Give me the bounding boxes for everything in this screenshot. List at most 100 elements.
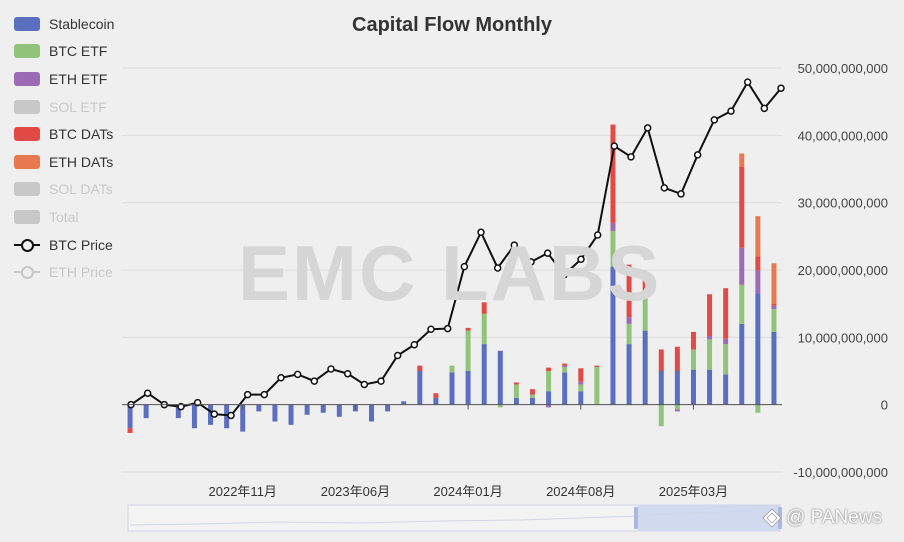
x-tick-label: 2025年03月 bbox=[659, 484, 728, 499]
btc-price-point bbox=[227, 411, 235, 420]
zoom-selection[interactable] bbox=[638, 505, 780, 531]
bar-stablecoin bbox=[401, 401, 407, 405]
x-tick-label: 2022年11月 bbox=[209, 484, 277, 499]
bar-btc-dats bbox=[723, 288, 729, 339]
bar-eth-etf bbox=[755, 270, 761, 294]
bar-btc-dats bbox=[707, 294, 713, 336]
btc-price-point bbox=[577, 255, 585, 263]
bar-btc-dats bbox=[417, 365, 423, 371]
legend-swatch bbox=[14, 127, 40, 142]
btc-price-point bbox=[760, 104, 769, 113]
y-tick-label: 50,000,000,000 bbox=[798, 61, 888, 76]
legend-swatch bbox=[14, 71, 40, 86]
btc-price-point bbox=[777, 84, 785, 92]
legend-item-sol-etf[interactable]: SOL ETF bbox=[14, 93, 154, 121]
bar-stablecoin bbox=[707, 369, 713, 405]
bar-stablecoin bbox=[433, 397, 439, 405]
bar-btc-etf bbox=[658, 404, 664, 427]
legend-label: BTC ETF bbox=[49, 43, 108, 60]
btc-price-point bbox=[427, 325, 435, 334]
bar-eth-etf bbox=[546, 404, 552, 408]
bar-stablecoin bbox=[191, 404, 197, 429]
x-tick-label: 2024年01月 bbox=[433, 484, 502, 499]
legend-item-eth-dats[interactable]: ETH DATs bbox=[14, 148, 154, 176]
btc-price-point bbox=[560, 270, 569, 279]
bar-btc-etf bbox=[723, 344, 729, 375]
legend-label: SOL ETF bbox=[49, 98, 107, 115]
bar-btc-etf bbox=[674, 404, 680, 410]
bar-stablecoin bbox=[739, 323, 745, 405]
bar-btc-dats bbox=[465, 327, 471, 331]
btc-price-point bbox=[310, 377, 319, 385]
bar-btc-dats bbox=[642, 275, 648, 294]
bar-btc-dats bbox=[529, 389, 535, 395]
y-tick-label: 30,000,000,000 bbox=[798, 196, 888, 211]
bar-btc-etf bbox=[546, 371, 552, 392]
bar-btc-etf bbox=[481, 313, 487, 345]
legend: Stablecoin BTC ETF ETH ETF SOL ETF BTC DATs E… bbox=[14, 10, 154, 286]
bar-btc-etf bbox=[626, 323, 632, 345]
y-axis: 50,000,000,000 40,000,000,000 30,000,000,0… bbox=[793, 61, 888, 480]
btc-price-point bbox=[460, 262, 469, 271]
btc-price-point bbox=[343, 369, 352, 378]
btc-price-point bbox=[643, 124, 652, 132]
bar-btc-etf bbox=[690, 349, 696, 370]
bar-eth-etf bbox=[674, 409, 680, 412]
data-zoom-slider[interactable] bbox=[127, 504, 782, 532]
btc-price-point bbox=[393, 351, 402, 360]
btc-price-point bbox=[360, 380, 369, 389]
legend-item-btc-price[interactable]: BTC Price bbox=[14, 231, 154, 259]
bar-btc-etf bbox=[578, 384, 584, 392]
legend-label: ETH DATs bbox=[49, 153, 114, 170]
btc-price-point bbox=[527, 258, 535, 266]
btc-price-point bbox=[727, 107, 735, 115]
legend-swatch bbox=[14, 16, 40, 31]
y-tick-label: 40,000,000,000 bbox=[798, 128, 888, 143]
btc-price-point bbox=[243, 390, 252, 399]
bar-stablecoin bbox=[610, 266, 616, 405]
legend-swatch bbox=[14, 182, 40, 197]
legend-item-total[interactable]: Total bbox=[14, 203, 154, 231]
bar-stablecoin bbox=[723, 374, 729, 405]
bar-stablecoin bbox=[497, 350, 503, 405]
y-tick-label: 0 bbox=[881, 398, 888, 413]
bar-btc-etf bbox=[610, 230, 616, 267]
btc-price-point bbox=[693, 151, 702, 159]
btc-price-point bbox=[193, 398, 202, 407]
legend-item-eth-etf[interactable]: ETH ETF bbox=[14, 65, 154, 93]
btc-price-point bbox=[660, 184, 669, 192]
bar-btc-etf bbox=[497, 404, 503, 408]
x-tick-label: 2024年08月 bbox=[546, 484, 615, 499]
bar-stablecoin bbox=[449, 372, 455, 405]
legend-label: ETH ETF bbox=[49, 70, 108, 87]
bar-btc-dats bbox=[481, 302, 487, 314]
bar-eth-etf bbox=[578, 381, 584, 385]
btc-price-point bbox=[143, 389, 152, 397]
btc-price-point bbox=[593, 231, 602, 239]
bar-stablecoin bbox=[143, 404, 149, 419]
legend-item-btc-dats[interactable]: BTC DATs bbox=[14, 120, 154, 148]
bar-stablecoin bbox=[481, 344, 487, 405]
bar-btc-dats bbox=[755, 256, 761, 270]
bar-btc-etf bbox=[642, 296, 648, 331]
legend-item-btc-etf[interactable]: BTC ETF bbox=[14, 38, 154, 66]
x-tick-label: 2023年06月 bbox=[321, 484, 390, 499]
panews-logo-icon bbox=[762, 508, 782, 528]
zoom-handle-left[interactable] bbox=[634, 507, 638, 529]
bar-eth-dats bbox=[755, 216, 761, 257]
legend-item-eth-price[interactable]: ETH Price bbox=[14, 258, 154, 286]
legend-swatch bbox=[14, 209, 40, 224]
bar-stablecoin bbox=[385, 404, 391, 412]
zoom-preview-line bbox=[129, 509, 779, 526]
source-text: @ PANews bbox=[786, 507, 883, 528]
bar-btc-dats bbox=[658, 349, 664, 371]
btc-price-point bbox=[543, 249, 552, 257]
legend-item-sol-dats[interactable]: SOL DATs bbox=[14, 176, 154, 204]
btc-price-point bbox=[410, 340, 419, 349]
bar-stablecoin bbox=[578, 391, 584, 405]
bar-btc-etf bbox=[771, 309, 777, 332]
y-tick-label: 10,000,000,000 bbox=[798, 330, 888, 345]
legend-swatch bbox=[14, 238, 40, 252]
legend-item-stablecoin[interactable]: Stablecoin bbox=[14, 10, 154, 38]
